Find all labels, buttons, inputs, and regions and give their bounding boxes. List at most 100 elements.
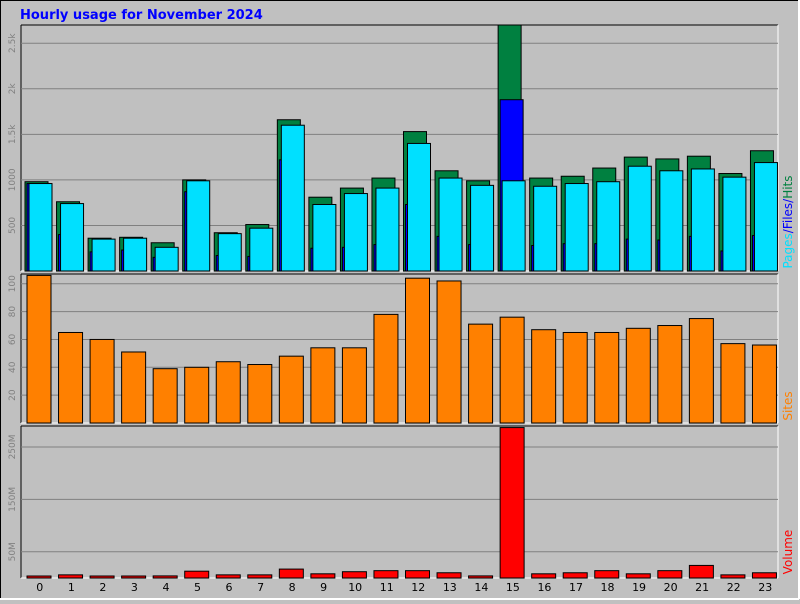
bar-volume [26,575,52,579]
x-tick-label: 23 [758,581,772,594]
bar-pages [28,183,53,272]
legend-sites: Sites [781,391,795,420]
legend-entry: Sites [781,391,795,420]
bar-volume [751,572,777,579]
bar-pages [407,142,431,272]
bar-sites [26,274,52,424]
bar-pages [123,237,148,272]
x-tick-label: 18 [601,581,615,594]
bar-pages [217,233,242,272]
bar-sites [215,361,241,424]
x-tick-label: 16 [537,581,551,594]
y-tick-label: 1000 [8,168,18,191]
bar-volume [531,573,557,579]
bar-volume [720,574,746,579]
bar-sites [121,351,147,424]
bar-sites [89,338,115,424]
y-tick-label: 20 [8,389,18,401]
x-tick-label: 17 [569,581,583,594]
bar-sites [720,343,746,424]
bar-sites [468,323,494,424]
panel-sites-area [21,274,778,423]
legend-entry: Files [781,203,795,229]
y-tick-label: 50M [8,542,18,561]
bar-pages [343,193,368,272]
legend-entry: Volume [781,530,795,575]
bar-pages [280,124,305,272]
x-tick-label: 14 [474,581,488,594]
bar-pages [627,165,652,272]
legend-entry: / [781,198,795,203]
x-tick-label: 5 [194,581,201,594]
x-tick-label: 20 [664,581,678,594]
x-tick-label: 3 [131,581,138,594]
bar-pages [438,177,463,272]
y-tick-label: 100 [8,275,18,292]
bar-pages [564,183,589,272]
x-tick-label: 6 [226,581,233,594]
y-tick-label: 150M [8,487,18,512]
bar-sites [278,355,304,424]
bar-volume [562,572,588,579]
bar-volume [184,570,210,579]
y-tick-label: 60 [8,333,18,345]
bar-pages [596,181,621,272]
x-tick-label: 8 [289,581,296,594]
bar-sites [152,368,178,424]
bar-sites [625,327,651,424]
bar-volume [310,573,336,579]
bar-pages [186,180,211,272]
bar-sites [373,313,399,424]
bar-volume [499,427,525,579]
bar-volume [247,574,273,579]
x-tick-label: 13 [443,581,457,594]
panel-hits-files-pages-area [21,25,778,271]
y-tick-label: 2k [8,83,18,95]
y-tick-label: 250M [8,434,18,459]
bar-sites [310,347,336,424]
x-tick-label: 2 [99,581,106,594]
x-tick-label: 10 [348,581,362,594]
bar-pages [722,176,747,272]
bar-volume [341,571,367,579]
bar-sites [688,318,714,424]
y-tick-label: 500 [8,217,18,234]
bar-volume [89,575,115,579]
bar-volume [657,570,683,579]
bar-volume [121,575,147,579]
bar-pages [470,184,495,272]
bar-sites [751,344,777,424]
bar-pages [753,162,778,272]
bar-pages [91,238,116,272]
bar-sites [562,331,588,424]
bar-sites [594,331,620,424]
y-tick-label: 2.5k [8,33,18,53]
bar-sites [184,366,210,424]
x-tick-label: 15 [506,581,520,594]
chart-panels: 50010001.5k2k2.5kPages/Files/Hits2040608… [8,24,795,594]
bar-sites [499,316,525,424]
bar-pages [249,227,274,272]
bar-sites [531,329,557,424]
bar-volume [436,572,462,579]
bar-volume [215,574,241,579]
bar-volume [688,564,714,579]
legend-entry: / [781,228,795,233]
bar-volume [405,570,430,579]
y-tick-label: 80 [8,306,18,318]
bar-sites [247,364,273,424]
legend-entry: Pages [781,233,795,268]
legend-hits-files-pages: Pages/Files/Hits [781,175,795,268]
bar-pages [154,246,179,272]
bar-pages [659,170,684,272]
bar-volume [373,570,399,579]
bar-sites [341,347,367,424]
bar-sites [657,325,683,424]
legend-volume: Volume [781,530,795,575]
x-tick-label: 4 [162,581,169,594]
bar-volume [152,575,178,579]
chart-title: Hourly usage for November 2024 [20,8,263,23]
bar-pages [375,187,400,272]
x-tick-label: 0 [36,581,43,594]
